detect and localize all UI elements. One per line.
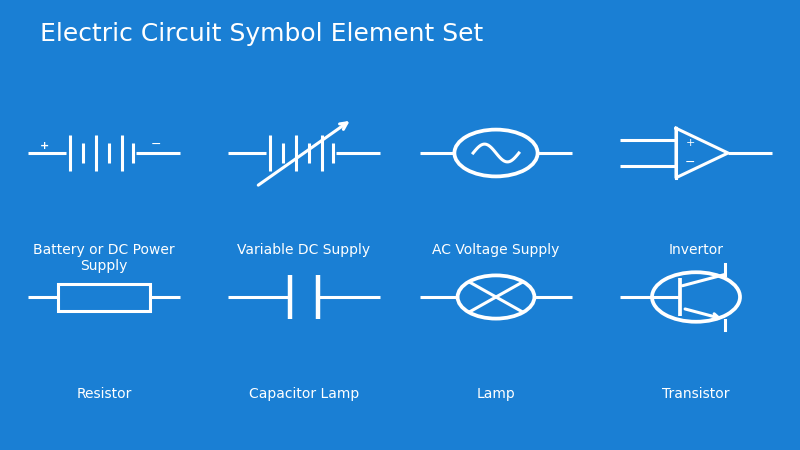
Text: Lamp: Lamp xyxy=(477,387,515,401)
Text: Capacitor Lamp: Capacitor Lamp xyxy=(249,387,359,401)
Text: Invertor: Invertor xyxy=(669,243,723,257)
Text: Battery or DC Power
Supply: Battery or DC Power Supply xyxy=(33,243,175,273)
Text: Electric Circuit Symbol Element Set: Electric Circuit Symbol Element Set xyxy=(40,22,483,46)
Text: −: − xyxy=(685,157,696,169)
Text: Variable DC Supply: Variable DC Supply xyxy=(238,243,370,257)
Text: −: − xyxy=(150,138,162,151)
Bar xyxy=(58,284,150,310)
Text: Transistor: Transistor xyxy=(662,387,730,401)
Text: +: + xyxy=(39,141,49,151)
Text: AC Voltage Supply: AC Voltage Supply xyxy=(432,243,560,257)
Text: +: + xyxy=(686,138,695,148)
Text: Resistor: Resistor xyxy=(76,387,132,401)
